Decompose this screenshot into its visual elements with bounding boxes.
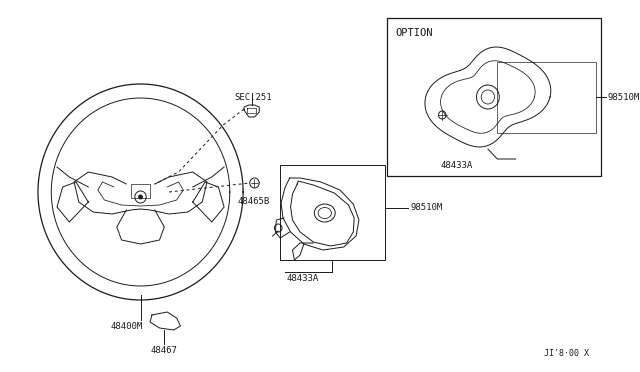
Bar	[497, 62, 596, 133]
Text: OPTION: OPTION	[395, 28, 433, 38]
Text: 48467: 48467	[151, 346, 178, 355]
Text: 98510M: 98510M	[410, 203, 442, 212]
Bar	[387, 18, 601, 176]
Text: 48433A: 48433A	[287, 274, 319, 283]
Bar	[280, 165, 385, 260]
Text: 48465B: 48465B	[237, 197, 269, 206]
Circle shape	[139, 195, 143, 199]
Text: 48400M: 48400M	[110, 322, 143, 331]
Text: SEC.251: SEC.251	[235, 93, 273, 102]
Bar	[131, 184, 150, 198]
Text: 48433A: 48433A	[441, 161, 473, 170]
Text: JI'8·00 X: JI'8·00 X	[544, 349, 589, 358]
Text: 98510M: 98510M	[608, 93, 640, 102]
